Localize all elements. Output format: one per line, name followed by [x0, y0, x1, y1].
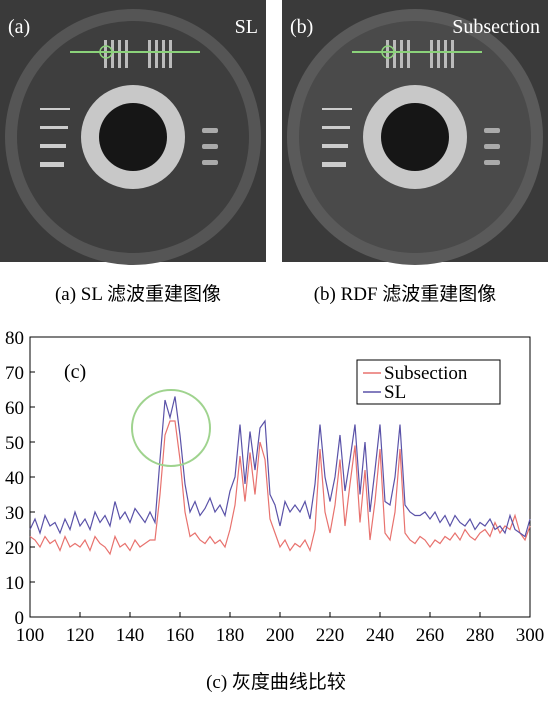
figure: (a) SL 滤波重建图像 (b) RDF 滤波重建图像 (c) 灰度曲线比较 … — [0, 0, 552, 697]
phantom-image: (a) SL — [0, 0, 266, 265]
series-line — [30, 421, 530, 554]
panel-caption: (a) SL 滤波重建图像 — [55, 283, 221, 305]
y-tick-label: 30 — [5, 503, 24, 524]
rod — [202, 144, 218, 149]
chart-annotation: (c) — [64, 361, 86, 383]
rod — [40, 126, 68, 129]
bar-pattern — [169, 40, 172, 68]
rod — [484, 144, 500, 149]
bar-pattern — [104, 40, 107, 68]
bar-pattern — [162, 40, 165, 68]
bar-pattern — [430, 40, 433, 68]
bar-pattern — [155, 40, 158, 68]
y-tick-label: 20 — [5, 538, 24, 559]
bar-pattern — [125, 40, 128, 68]
bar-pattern — [444, 40, 447, 68]
x-tick-label: 100 — [16, 625, 45, 646]
rod — [322, 126, 350, 129]
x-tick-label: 160 — [166, 625, 195, 646]
x-tick-label: 280 — [466, 625, 495, 646]
method-label: SL — [235, 16, 258, 38]
insert-core — [99, 103, 167, 171]
rod — [202, 160, 218, 165]
bar-pattern — [451, 40, 454, 68]
rod — [322, 108, 352, 110]
y-tick-label: 70 — [5, 363, 24, 384]
rod — [322, 162, 346, 167]
y-tick-label: 10 — [5, 573, 24, 594]
rod — [484, 160, 500, 165]
y-tick-label: 50 — [5, 433, 24, 454]
figure-caption: (c) 灰度曲线比较 — [206, 671, 346, 693]
legend-label: SL — [384, 382, 406, 403]
bar-pattern — [437, 40, 440, 68]
x-tick-label: 240 — [366, 625, 395, 646]
method-label: Subsection — [452, 16, 540, 38]
rod — [322, 144, 348, 148]
panel-caption: (b) RDF 滤波重建图像 — [314, 283, 497, 305]
highlight-circle — [132, 390, 210, 466]
legend-label: Subsection — [384, 363, 468, 384]
panel-label: (b) — [290, 16, 313, 38]
x-tick-label: 180 — [216, 625, 245, 646]
x-tick-label: 140 — [116, 625, 145, 646]
bar-pattern — [148, 40, 151, 68]
x-tick-label: 200 — [266, 625, 295, 646]
rod — [40, 144, 66, 148]
x-tick-label: 220 — [316, 625, 345, 646]
x-tick-label: 120 — [66, 625, 95, 646]
series-line — [30, 397, 530, 537]
x-tick-label: 260 — [416, 625, 445, 646]
page: (a) SL 滤波重建图像 (b) RDF 滤波重建图像 (c) 灰度曲线比较 … — [0, 0, 552, 702]
panel-label: (a) — [8, 16, 30, 38]
insert-core — [381, 103, 449, 171]
bar-pattern — [407, 40, 410, 68]
bar-pattern — [400, 40, 403, 68]
rod — [40, 162, 64, 167]
bar-pattern — [386, 40, 389, 68]
bar-pattern — [118, 40, 121, 68]
rod — [484, 128, 500, 133]
rod — [202, 128, 218, 133]
x-tick-label: 300 — [516, 625, 545, 646]
rod — [40, 108, 70, 110]
phantom-image: (b) Subsection — [282, 0, 548, 265]
y-tick-label: 60 — [5, 398, 24, 419]
y-tick-label: 80 — [5, 328, 24, 349]
y-tick-label: 40 — [5, 468, 24, 489]
